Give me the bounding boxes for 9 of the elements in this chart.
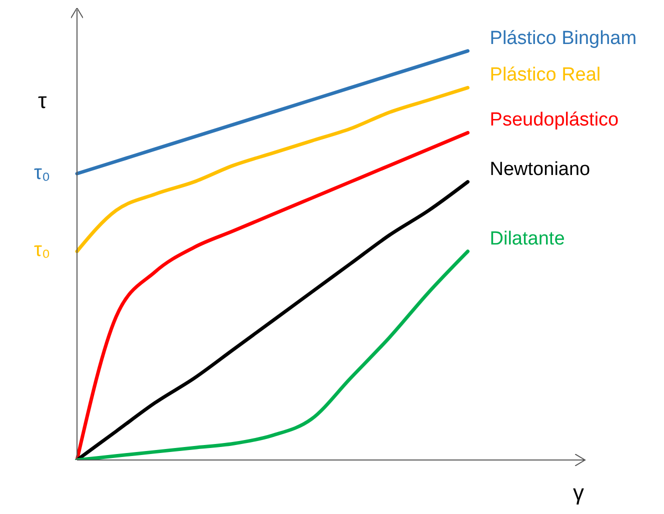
series-label: Plástico Bingham xyxy=(490,28,637,49)
series-label: Pseudoplástico xyxy=(490,110,619,131)
y-axis-title: τ xyxy=(38,88,47,114)
series-label: Newtoniano xyxy=(490,158,590,180)
text: τ₀ xyxy=(34,238,50,262)
x-axis-title: γ xyxy=(573,480,584,506)
series-label: Dilatante xyxy=(490,228,565,250)
series-label: Plástico Real xyxy=(490,64,601,86)
text: τ₀ xyxy=(34,160,50,185)
